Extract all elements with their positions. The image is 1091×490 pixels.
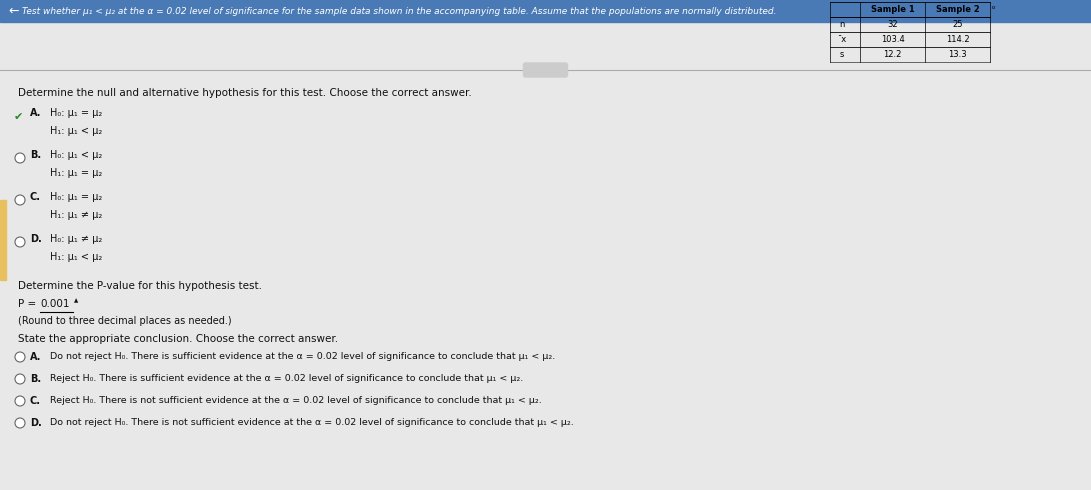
Text: 103.4: 103.4 xyxy=(880,35,904,44)
Text: H₀: μ₁ = μ₂: H₀: μ₁ = μ₂ xyxy=(50,108,103,118)
Text: H₀: μ₁ < μ₂: H₀: μ₁ < μ₂ xyxy=(50,150,103,160)
Text: H₁: μ₁ = μ₂: H₁: μ₁ = μ₂ xyxy=(50,168,103,178)
Text: Sample 2: Sample 2 xyxy=(936,5,980,14)
Text: 0.001: 0.001 xyxy=(40,299,70,309)
Text: Sample 1: Sample 1 xyxy=(871,5,914,14)
Bar xyxy=(0,0,1091,22)
Bar xyxy=(830,2,990,17)
Text: Reject H₀. There is sufficient evidence at the α = 0.02 level of significance to: Reject H₀. There is sufficient evidence … xyxy=(50,374,524,383)
Text: State the appropriate conclusion. Choose the correct answer.: State the appropriate conclusion. Choose… xyxy=(17,334,338,344)
Text: 32: 32 xyxy=(887,20,898,29)
Text: D.: D. xyxy=(29,418,41,428)
Text: ▲: ▲ xyxy=(74,298,79,303)
Circle shape xyxy=(15,396,25,406)
Text: H₁: μ₁ < μ₂: H₁: μ₁ < μ₂ xyxy=(50,252,103,262)
Circle shape xyxy=(15,374,25,384)
Circle shape xyxy=(15,153,25,163)
Text: 12.2: 12.2 xyxy=(884,50,901,59)
Text: ←: ← xyxy=(8,4,19,18)
Text: n: n xyxy=(839,20,844,29)
Text: B.: B. xyxy=(29,374,41,384)
Text: Do not reject H₀. There is sufficient evidence at the α = 0.02 level of signific: Do not reject H₀. There is sufficient ev… xyxy=(50,352,555,361)
Text: 13.3: 13.3 xyxy=(948,50,967,59)
Bar xyxy=(0,200,5,280)
Text: Do not reject H₀. There is not sufficient evidence at the α = 0.02 level of sign: Do not reject H₀. There is not sufficien… xyxy=(50,418,574,427)
Text: H₁: μ₁ ≠ μ₂: H₁: μ₁ ≠ μ₂ xyxy=(50,210,103,220)
Text: 114.2: 114.2 xyxy=(946,35,969,44)
Text: H₁: μ₁ < μ₂: H₁: μ₁ < μ₂ xyxy=(50,126,103,136)
Text: P =: P = xyxy=(17,299,39,309)
Text: ✔: ✔ xyxy=(14,112,23,122)
FancyBboxPatch shape xyxy=(524,63,567,77)
Text: H₀: μ₁ ≠ μ₂: H₀: μ₁ ≠ μ₂ xyxy=(50,234,103,244)
Text: s: s xyxy=(840,50,844,59)
Text: Reject H₀. There is not sufficient evidence at the α = 0.02 level of significanc: Reject H₀. There is not sufficient evide… xyxy=(50,396,542,405)
Text: Determine the P-value for this hypothesis test.: Determine the P-value for this hypothesi… xyxy=(17,281,262,291)
Text: Test whether μ₁ < μ₂ at the α = 0.02 level of significance for the sample data s: Test whether μ₁ < μ₂ at the α = 0.02 lev… xyxy=(22,6,777,16)
Text: Determine the null and alternative hypothesis for this test. Choose the correct : Determine the null and alternative hypot… xyxy=(17,88,471,98)
Text: H₀: μ₁ = μ₂: H₀: μ₁ = μ₂ xyxy=(50,192,103,202)
Text: A.: A. xyxy=(29,108,41,118)
Text: B.: B. xyxy=(29,150,41,160)
Text: C.: C. xyxy=(29,192,41,202)
Text: A.: A. xyxy=(29,352,41,362)
Text: (Round to three decimal places as needed.): (Round to three decimal places as needed… xyxy=(17,316,231,326)
Circle shape xyxy=(15,352,25,362)
Text: D.: D. xyxy=(29,234,41,244)
Circle shape xyxy=(15,195,25,205)
Circle shape xyxy=(15,418,25,428)
Text: 25: 25 xyxy=(952,20,962,29)
Text: C.: C. xyxy=(29,396,41,406)
Text: o: o xyxy=(992,5,995,10)
Text: ¯x: ¯x xyxy=(838,35,847,44)
Circle shape xyxy=(15,237,25,247)
